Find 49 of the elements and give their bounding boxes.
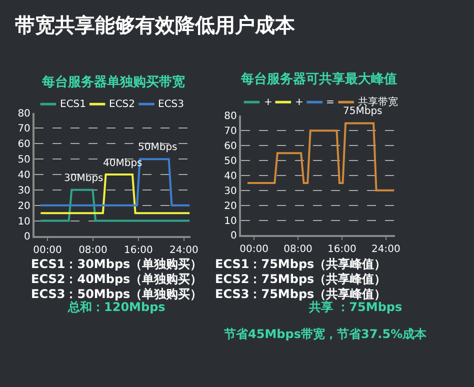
y-tick-label: 0: [24, 232, 30, 243]
line-series: [246, 122, 396, 192]
y-tick-label: 20: [224, 200, 237, 212]
text: ECS1：75Mbps（共享峰值）: [215, 257, 386, 271]
legend-label: =: [326, 97, 334, 108]
text: 总和：120Mbps: [67, 300, 166, 314]
y-tick-label: 60: [18, 139, 30, 150]
y-tick-label: 70: [224, 126, 237, 138]
y-tick-label: 70: [18, 124, 30, 135]
y-tick-label: 40: [18, 170, 30, 182]
text: 节省45Mbps带宽，节省37.5%成本: [223, 327, 428, 341]
chart-title: 每台服务器单独购买带宽: [41, 74, 185, 90]
y-tick-label: 50: [18, 154, 30, 166]
annotation: 30Mbps: [64, 173, 104, 184]
x-tick-label: 24:00: [170, 245, 198, 256]
y-tick-label: 10: [18, 216, 30, 228]
x-tick-label: 00:00: [240, 244, 268, 256]
x-tick-label: 24:00: [371, 244, 400, 256]
x-tick-label: 08:00: [78, 245, 108, 256]
y-tick-label: 20: [18, 200, 30, 212]
y-tick-label: 30: [224, 186, 237, 197]
annotation: 50Mbps: [138, 142, 178, 153]
text: ECS2：40Mbps（单独购买）: [31, 272, 202, 286]
text: 共享 ：75Mbps: [308, 300, 402, 314]
legend-label: +: [295, 97, 304, 108]
text: ECS2：75Mbps（共享峰值）: [215, 272, 386, 286]
y-tick-label: 10: [224, 216, 237, 227]
y-tick-label: 30: [18, 185, 30, 196]
x-tick-label: 08:00: [284, 244, 312, 256]
text: ECS3：50Mbps（单独购买）: [31, 287, 202, 301]
y-tick-label: 40: [224, 170, 237, 182]
x-tick-label: 00:00: [33, 245, 62, 256]
y-tick-label: 60: [224, 141, 237, 152]
x-tick-label: 16:00: [124, 245, 153, 256]
legend-label: 共享带宽: [358, 96, 398, 108]
x-tick-label: 16:00: [328, 244, 356, 256]
legend-label: +: [264, 97, 272, 108]
legend-label: ECS1: [60, 99, 86, 110]
y-tick-label: 0: [230, 230, 237, 242]
y-tick-label: 80: [18, 108, 30, 120]
y-tick-label: 80: [224, 111, 237, 122]
text: ECS1：30Mbps（单独购买）: [31, 257, 202, 271]
text: ECS3：75Mbps（共享峰值）: [215, 287, 386, 301]
chart-title: 每台服务器可共享最大峰值: [240, 71, 397, 87]
y-tick-label: 50: [224, 156, 237, 168]
text: 带宽共享能够有效降低用户成本: [15, 13, 296, 37]
annotation: 75Mbps: [343, 106, 382, 117]
legend-label: ECS2: [109, 99, 136, 110]
legend-label: ECS3: [158, 99, 184, 110]
